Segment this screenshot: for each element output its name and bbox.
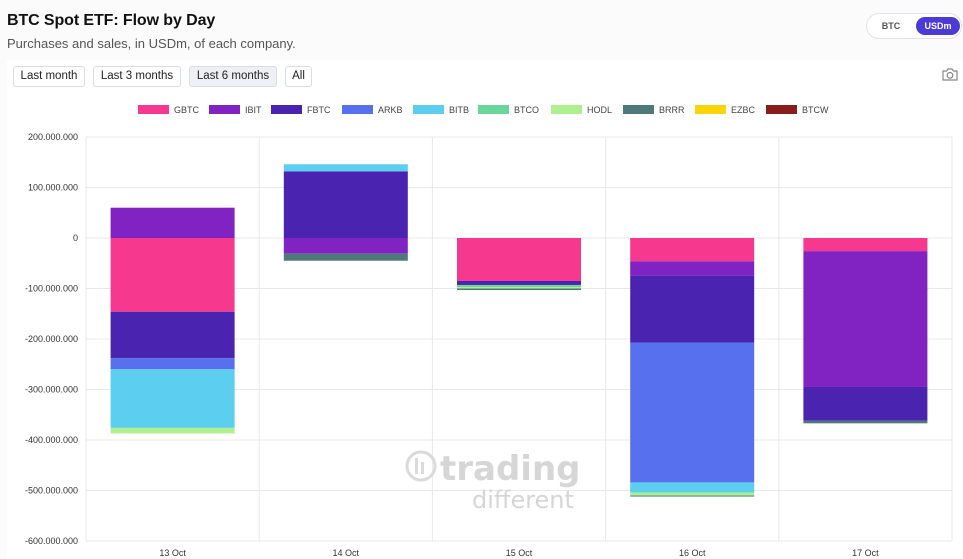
- bar-segment-hodl[interactable]: [110, 427, 235, 434]
- watermark-logo-bar: [421, 462, 424, 474]
- legend: GBTC IBIT FBTC ARKB BITB BTCO HODL BRRR EZBC BTCW: [138, 105, 829, 115]
- bar-segment-btco[interactable]: [457, 284, 581, 287]
- bar-segment-fbtc[interactable]: [283, 171, 408, 238]
- y-tick-label: -400.000.000: [25, 435, 78, 445]
- y-tick-label: -200.000.000: [25, 334, 78, 344]
- legend-label: IBIT: [245, 105, 262, 115]
- x-tick-label: 13 Oct: [159, 548, 186, 558]
- legend-item-ibit[interactable]: IBIT: [209, 105, 262, 115]
- legend-item-hodl[interactable]: HODL: [551, 105, 612, 115]
- legend-swatch: [138, 105, 169, 114]
- bar-segment-fbtc[interactable]: [630, 275, 755, 343]
- legend-label: BTCW: [802, 105, 829, 115]
- bar-segment-fbtc[interactable]: [457, 280, 581, 285]
- bar-segment-gbtc[interactable]: [803, 238, 928, 252]
- legend-label: BTCO: [514, 105, 539, 115]
- range-last-month-button[interactable]: Last month: [13, 66, 85, 87]
- legend-swatch: [271, 105, 302, 114]
- unit-option-btc[interactable]: BTC: [881, 21, 901, 31]
- legend-item-btcw[interactable]: BTCW: [766, 105, 829, 115]
- legend-label: ARKB: [378, 105, 403, 115]
- bar-segment-fbtc[interactable]: [110, 311, 235, 359]
- bar-segment-ibit[interactable]: [630, 261, 755, 276]
- legend-swatch: [695, 105, 726, 114]
- bar-segment-hodl[interactable]: [630, 492, 755, 496]
- watermark-line1: trading: [440, 449, 581, 489]
- page-subtitle: Purchases and sales, in USDm, of each co…: [7, 36, 296, 51]
- bar-segment-ibit[interactable]: [110, 207, 235, 238]
- bar-segment-arkb[interactable]: [110, 358, 235, 370]
- legend-swatch: [342, 105, 373, 114]
- bar-segment-bitb[interactable]: [110, 369, 235, 428]
- legend-item-fbtc[interactable]: FBTC: [271, 105, 331, 115]
- y-tick-label: 200.000.000: [28, 132, 78, 142]
- x-tick-label: 15 Oct: [506, 548, 533, 558]
- bar-segment-arkb[interactable]: [630, 342, 755, 483]
- y-tick-label: -500.000.000: [25, 486, 78, 496]
- legend-item-gbtc[interactable]: GBTC: [138, 105, 200, 115]
- y-tick-label: -100.000.000: [25, 284, 78, 294]
- page-title: BTC Spot ETF: Flow by Day: [7, 12, 216, 29]
- bar-segment-ibit[interactable]: [283, 238, 408, 254]
- bar-segment-ibit[interactable]: [803, 251, 928, 387]
- x-axis-ticks: 13 Oct 14 Oct 15 Oct 16 Oct 17 Oct: [159, 548, 879, 558]
- range-last-3-months-button[interactable]: Last 3 months: [93, 66, 181, 87]
- legend-swatch: [209, 105, 240, 114]
- legend-label: GBTC: [174, 105, 200, 115]
- x-tick-label: 17 Oct: [852, 548, 879, 558]
- bar-segment-brrr[interactable]: [457, 288, 581, 291]
- bar-stacks: [110, 164, 928, 497]
- legend-label: EZBC: [731, 105, 756, 115]
- legend-swatch: [478, 105, 509, 114]
- bar-segment-bitb[interactable]: [283, 164, 408, 172]
- watermark: trading different: [405, 449, 581, 514]
- legend-swatch: [623, 105, 654, 114]
- x-tick-label: 16 Oct: [679, 548, 706, 558]
- bar-segment-brrr[interactable]: [630, 495, 755, 497]
- bar-segment-gbtc[interactable]: [457, 238, 581, 281]
- y-tick-label: 0: [73, 233, 78, 243]
- unit-option-usdm[interactable]: USDm: [916, 17, 960, 35]
- range-last-6-months-button[interactable]: Last 6 months: [189, 66, 277, 87]
- legend-swatch: [413, 105, 444, 114]
- legend-label: FBTC: [307, 105, 331, 115]
- legend-item-ezbc[interactable]: EZBC: [695, 105, 756, 115]
- watermark-line2: different: [472, 486, 574, 514]
- y-tick-label: 100.000.000: [28, 183, 78, 193]
- y-tick-label: -300.000.000: [25, 385, 78, 395]
- legend-item-btco[interactable]: BTCO: [478, 105, 539, 115]
- legend-swatch: [766, 105, 797, 114]
- bar-segment-hodl[interactable]: [457, 286, 581, 289]
- bar-segment-brrr[interactable]: [803, 420, 928, 424]
- legend-item-bitb[interactable]: BITB: [413, 105, 469, 115]
- bar-segment-bitb[interactable]: [630, 482, 755, 493]
- legend-item-brrr[interactable]: BRRR: [623, 105, 685, 115]
- bar-segment-gbtc[interactable]: [110, 238, 235, 312]
- legend-label: HODL: [587, 105, 612, 115]
- bar-segment-gbtc[interactable]: [630, 238, 755, 262]
- legend-label: BRRR: [659, 105, 685, 115]
- camera-icon[interactable]: [941, 67, 959, 82]
- bar-segment-fbtc[interactable]: [803, 386, 928, 421]
- watermark-logo-icon: [405, 450, 437, 482]
- y-tick-label: -600.000.000: [25, 536, 78, 546]
- unit-toggle: BTC USDm: [866, 13, 962, 39]
- legend-item-arkb[interactable]: ARKB: [342, 105, 403, 115]
- legend-label: BITB: [449, 105, 469, 115]
- bar-segment-brrr[interactable]: [283, 253, 408, 261]
- x-tick-label: 14 Oct: [333, 548, 360, 558]
- y-axis-ticks: 200.000.000 100.000.000 0 -100.000.000 -200.…: [25, 132, 78, 546]
- range-all-button[interactable]: All: [285, 66, 312, 87]
- watermark-logo-bar: [415, 458, 418, 474]
- legend-swatch: [551, 105, 582, 114]
